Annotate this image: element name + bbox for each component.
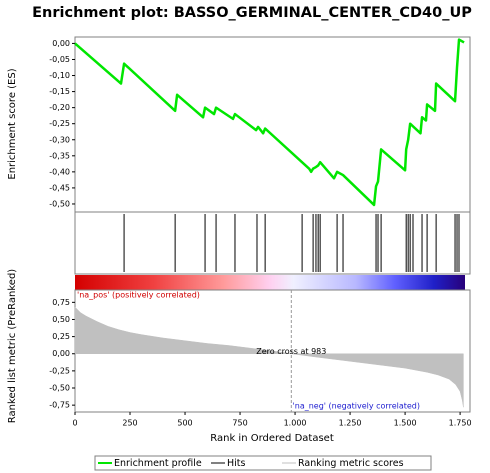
y-tick-label: 0,00 bbox=[52, 39, 70, 48]
y-tick-label: -0,15 bbox=[49, 87, 70, 96]
y-tick-label: 0,00 bbox=[52, 349, 70, 358]
x-tick-label: 1.750 bbox=[449, 419, 472, 428]
x-tick-label: 0 bbox=[72, 419, 77, 428]
legend-label: Hits bbox=[227, 458, 246, 469]
y-tick-label: -0,30 bbox=[49, 135, 70, 144]
x-axis-title: Rank in Ordered Dataset bbox=[210, 433, 334, 444]
y-tick-label: -0,10 bbox=[49, 71, 70, 80]
es-line bbox=[74, 38, 465, 207]
y-tick-label: -0,20 bbox=[49, 103, 70, 112]
x-tick-label: 1.500 bbox=[394, 419, 417, 428]
x-tick-label: 750 bbox=[232, 419, 247, 428]
legend bbox=[94, 455, 432, 471]
x-tick-label: 1.250 bbox=[339, 419, 362, 428]
hits-panel bbox=[74, 211, 471, 275]
legend-label: Ranking metric scores bbox=[298, 458, 404, 469]
x-tick-label: 1.000 bbox=[284, 419, 307, 428]
chart-title: Enrichment plot: BASSO_GERMINAL_CENTER_C… bbox=[32, 5, 472, 21]
y-tick-label: 0,50 bbox=[52, 315, 70, 324]
y-tick-label: -0,50 bbox=[49, 199, 70, 208]
y-tick-label: 0,75 bbox=[52, 298, 70, 307]
y-axis-title: Enrichment score (ES) bbox=[7, 68, 18, 179]
x-tick-label: 250 bbox=[122, 419, 137, 428]
zero-cross-label: Zero cross at 983 bbox=[256, 347, 326, 356]
y-tick-label: 0,25 bbox=[52, 332, 70, 341]
metric-area bbox=[74, 306, 464, 408]
y-tick-label: -0,40 bbox=[49, 167, 70, 176]
y-tick-label: -0,45 bbox=[49, 183, 70, 192]
y-tick-label: -0,75 bbox=[49, 401, 70, 410]
y-tick-label: -0,05 bbox=[49, 55, 70, 64]
legend-label: Enrichment profile bbox=[114, 458, 202, 469]
y-tick-label: -0,25 bbox=[49, 366, 70, 375]
y-tick-label: -0,50 bbox=[49, 384, 70, 393]
neg-label: 'na_neg' (negatively correlated) bbox=[293, 402, 420, 411]
y-axis-title: Ranked list metric (PreRanked) bbox=[7, 269, 18, 423]
pos-label: 'na_pos' (positively correlated) bbox=[77, 291, 200, 300]
rank-color-bar bbox=[75, 275, 465, 290]
y-tick-label: -0,35 bbox=[49, 151, 70, 160]
x-tick-label: 500 bbox=[177, 419, 192, 428]
y-tick-label: -0,25 bbox=[49, 119, 70, 128]
